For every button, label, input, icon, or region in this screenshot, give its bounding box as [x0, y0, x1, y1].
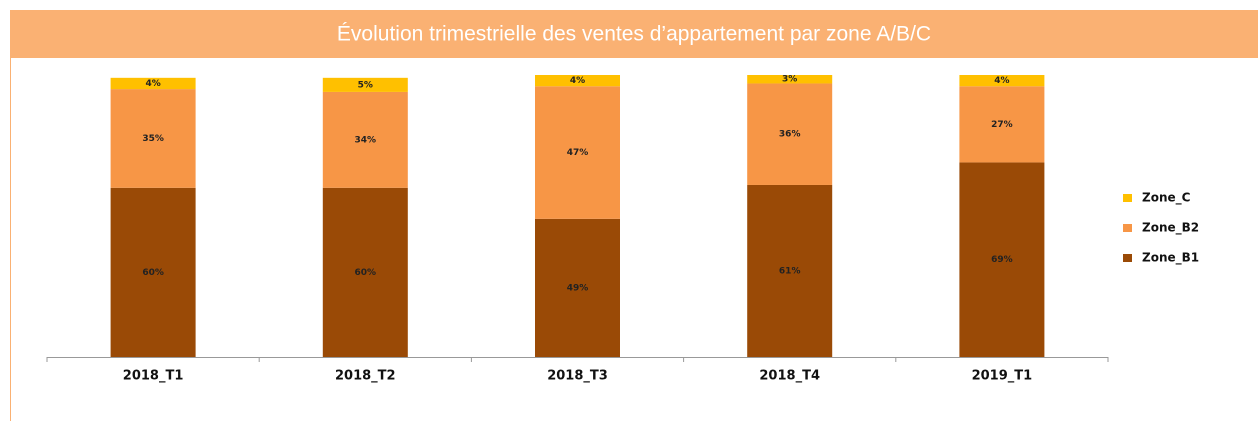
x-tick-label: 2018_T4	[759, 369, 820, 384]
data-label: 3%	[782, 75, 797, 85]
bar-segment	[747, 83, 833, 185]
data-label: 35%	[142, 134, 164, 144]
bar-segment	[959, 162, 1045, 357]
data-label: 47%	[567, 148, 589, 158]
bar-segment	[959, 75, 1045, 87]
data-label: 60%	[355, 268, 377, 278]
legend-swatch	[1123, 194, 1132, 202]
bar-segment	[959, 86, 1045, 163]
bar-segment	[110, 187, 196, 357]
legend-swatch	[1123, 254, 1132, 262]
data-label: 4%	[570, 76, 585, 86]
bar-segment	[110, 77, 196, 90]
data-label: 49%	[567, 283, 589, 293]
bar-segment	[322, 77, 408, 92]
legend-label: Zone_C	[1142, 191, 1191, 206]
data-label: 60%	[142, 268, 164, 278]
bar-segment	[322, 91, 408, 188]
bar-segment	[535, 218, 620, 357]
legend-label: Zone_B2	[1142, 221, 1199, 236]
chart-title: Évolution trimestrielle des ventes d’app…	[337, 23, 931, 46]
bar-segment	[747, 75, 833, 84]
data-label: 4%	[994, 76, 1009, 86]
legend-swatch	[1123, 224, 1132, 232]
data-label: 27%	[991, 120, 1013, 130]
data-label: 5%	[358, 80, 373, 90]
bar-segment	[322, 187, 408, 357]
x-tick-label: 2018_T1	[123, 369, 184, 384]
legend-label: Zone_B1	[1142, 251, 1199, 266]
data-label: 36%	[779, 130, 801, 140]
bar-segment	[535, 86, 620, 219]
bar-segment	[110, 89, 196, 188]
data-label: 61%	[779, 266, 801, 276]
x-tick-label: 2018_T2	[335, 369, 396, 384]
x-tick-label: 2019_T1	[972, 369, 1033, 384]
bar-segment	[535, 75, 620, 87]
x-tick-label: 2018_T3	[547, 369, 608, 384]
data-label: 4%	[145, 79, 160, 89]
bar-segment	[747, 184, 833, 357]
data-label: 69%	[991, 255, 1013, 265]
title-banner	[10, 10, 1258, 58]
data-label: 34%	[355, 135, 377, 145]
